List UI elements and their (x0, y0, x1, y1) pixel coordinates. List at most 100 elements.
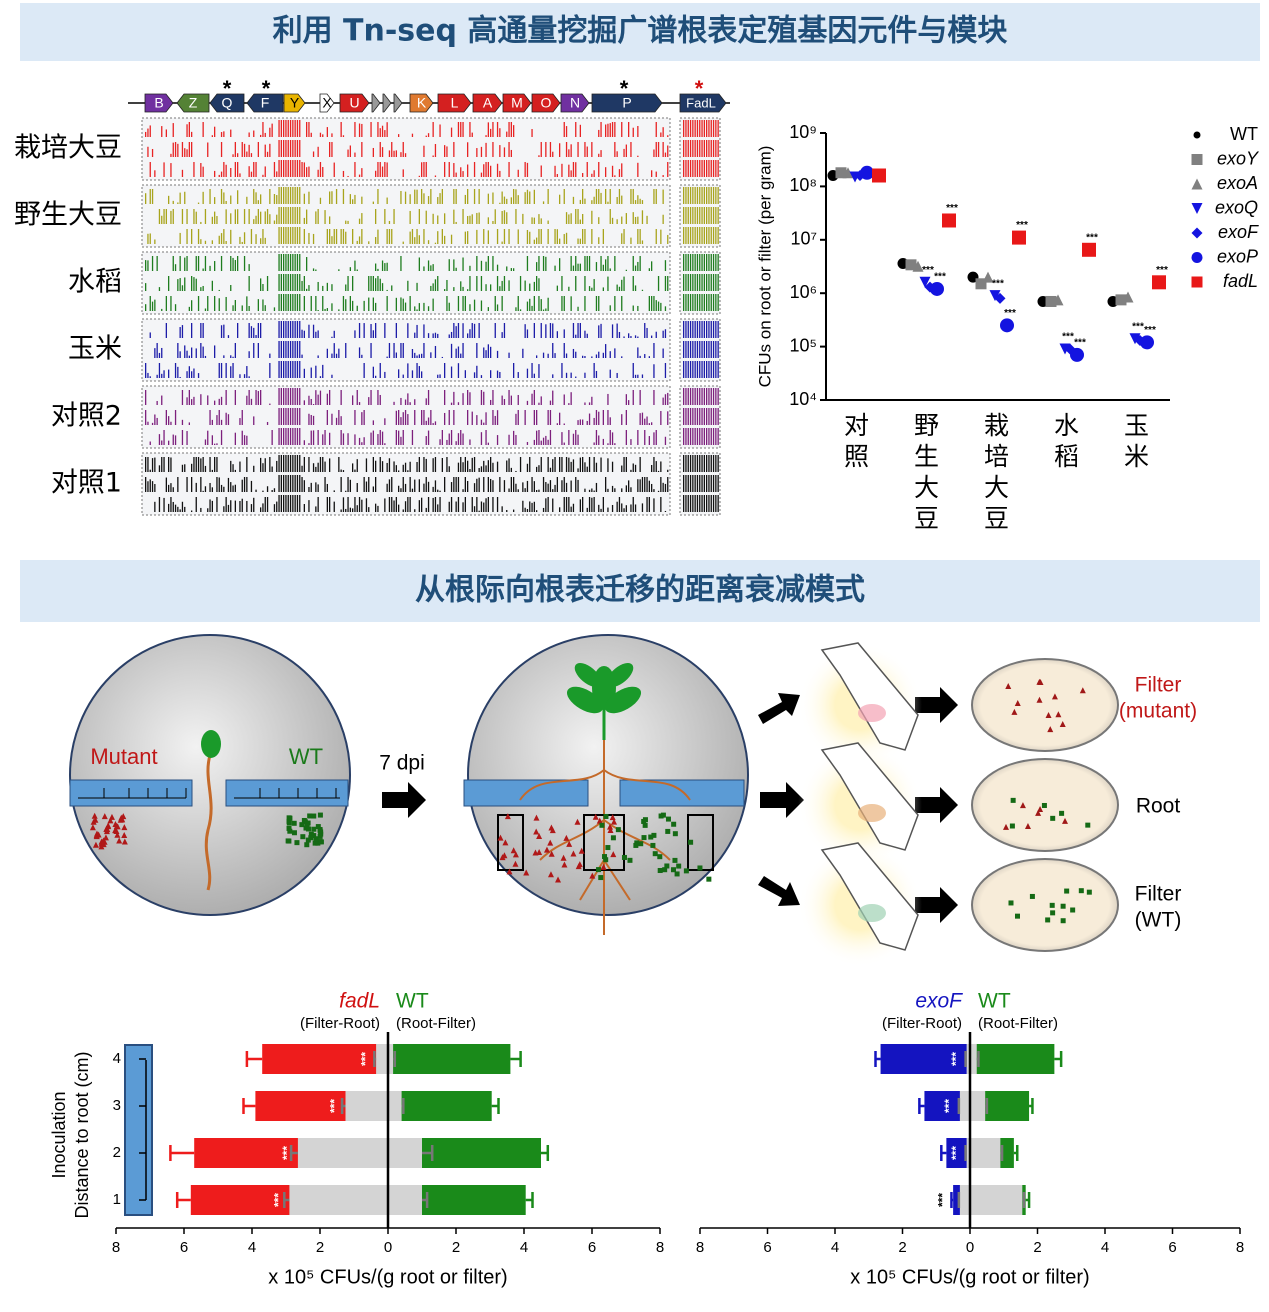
insertion-bar (701, 120, 703, 137)
insertion-bar (149, 296, 151, 311)
insertion-bar (322, 285, 324, 291)
insertion-bar (278, 120, 280, 137)
insertion-bar (492, 221, 494, 224)
insertion-bar (685, 321, 687, 338)
insertion-bar (174, 264, 177, 271)
gene-arrow (371, 93, 381, 113)
insertion-bar (717, 227, 719, 244)
label: WT (289, 744, 323, 769)
insertion-bar (712, 321, 715, 338)
insertion-bar (600, 323, 602, 338)
insertion-bar (202, 191, 204, 204)
insertion-bar (703, 495, 705, 512)
insertion-bar (664, 483, 667, 492)
insertion-bar (204, 355, 207, 358)
insertion-bar (432, 155, 434, 157)
insertion-bar (637, 305, 639, 311)
insertion-bar (496, 497, 499, 512)
insertion-bar (398, 369, 400, 378)
insertion-bar (347, 276, 349, 291)
x-tick-label: 2 (898, 1239, 906, 1256)
insertion-bar (683, 227, 685, 244)
insertion-bar (708, 274, 710, 291)
colony (627, 857, 633, 863)
insertion-bar (306, 209, 308, 224)
insertion-bar (195, 457, 197, 472)
colony (315, 824, 321, 830)
bar (262, 1044, 388, 1074)
insertion-bar (289, 187, 292, 204)
insertion-bar (531, 129, 533, 137)
insertion-bar (572, 433, 575, 445)
insertion-bar (402, 412, 404, 425)
insertion-bar (457, 346, 460, 358)
insertion-bar (372, 366, 374, 378)
insertion-bar (542, 437, 545, 445)
colony (104, 826, 111, 833)
insertion-bar (391, 477, 393, 492)
insertion-bar (177, 202, 179, 204)
insertion-bar (559, 457, 561, 472)
colony (1049, 902, 1055, 908)
insertion-bar (292, 187, 294, 204)
insertion-bar (161, 395, 163, 405)
insertion-bar (303, 217, 305, 224)
insertion-bar (651, 483, 653, 492)
insertion-bar (223, 506, 225, 512)
insertion-bar (471, 497, 473, 512)
insertion-bar (703, 321, 705, 338)
insertion-bar (598, 153, 600, 157)
insertion-bar (706, 388, 708, 405)
insertion-bar (184, 277, 186, 291)
bar (970, 1044, 977, 1074)
insertion-bar (692, 227, 694, 244)
insertion-bar (701, 274, 703, 291)
insertion-bar (471, 323, 473, 338)
insertion-bar (283, 254, 285, 271)
insertion-bar (204, 465, 207, 472)
insertion-bar (685, 254, 687, 271)
insertion-bar (340, 469, 342, 472)
y-tick-label: 10⁵ (790, 335, 817, 355)
insertion-bar (577, 263, 579, 271)
insertion-bar (163, 162, 165, 177)
bar (388, 1185, 422, 1215)
insertion-bar (687, 428, 689, 445)
insertion-bar (540, 299, 542, 311)
marker (982, 271, 994, 283)
insertion-bar (538, 229, 540, 244)
insertion-bar (712, 187, 715, 204)
insertion-bar (181, 419, 184, 425)
colony (1085, 822, 1091, 828)
bar (970, 1185, 1023, 1215)
insertion-bar (561, 276, 563, 291)
insertion-bar (248, 264, 250, 271)
label: Filter (1135, 883, 1182, 906)
star: * (262, 76, 271, 101)
insertion-bar (506, 460, 508, 472)
insertion-bar (248, 144, 250, 157)
insertion-bar (237, 153, 239, 157)
insertion-bar (264, 144, 266, 157)
colony (294, 840, 300, 846)
marker (872, 168, 886, 183)
insertion-bar (361, 412, 363, 425)
insertion-bar (204, 486, 207, 492)
insertion-bar (264, 305, 266, 311)
insertion-bar (315, 296, 317, 311)
insertion-bar (319, 132, 322, 137)
insertion-bar (352, 229, 354, 244)
insertion-bar (455, 477, 457, 492)
insertion-bar (439, 497, 441, 512)
insertion-bar (418, 500, 420, 512)
x-tick-label: 6 (1168, 1239, 1176, 1256)
insertion-bar (375, 209, 377, 224)
insertion-bar (717, 361, 719, 378)
insertion-bar (391, 142, 393, 157)
insertion-bar (490, 284, 492, 291)
insertion-bar (151, 256, 154, 271)
insertion-bar (607, 276, 609, 291)
insertion-bar (368, 297, 370, 311)
insertion-bar (257, 209, 259, 224)
insertion-bar (329, 142, 331, 157)
